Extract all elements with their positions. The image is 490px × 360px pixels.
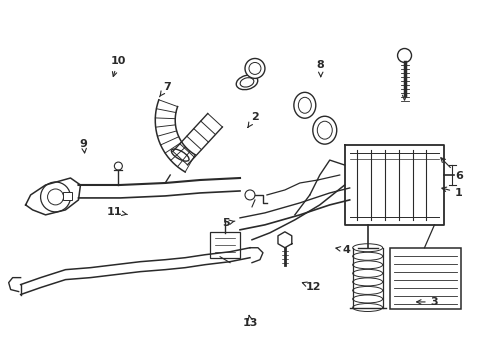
Ellipse shape xyxy=(353,295,383,303)
Ellipse shape xyxy=(353,269,383,277)
Ellipse shape xyxy=(353,244,383,252)
Ellipse shape xyxy=(353,303,383,311)
Circle shape xyxy=(114,162,122,170)
FancyBboxPatch shape xyxy=(210,232,240,258)
Text: 4: 4 xyxy=(336,245,351,255)
Circle shape xyxy=(245,58,265,78)
Ellipse shape xyxy=(353,261,383,269)
Ellipse shape xyxy=(353,252,383,260)
Text: 7: 7 xyxy=(160,82,171,97)
Text: 6: 6 xyxy=(441,158,463,181)
Ellipse shape xyxy=(236,75,258,90)
Ellipse shape xyxy=(318,121,332,139)
Text: 5: 5 xyxy=(222,218,235,228)
Ellipse shape xyxy=(172,149,189,161)
Ellipse shape xyxy=(298,97,311,113)
Text: 11: 11 xyxy=(106,207,127,217)
Text: 13: 13 xyxy=(243,315,259,328)
Text: 12: 12 xyxy=(302,282,321,292)
Circle shape xyxy=(245,190,255,200)
Ellipse shape xyxy=(240,78,254,87)
Ellipse shape xyxy=(353,287,383,294)
Text: 9: 9 xyxy=(80,139,88,153)
Text: 3: 3 xyxy=(416,297,438,307)
Bar xyxy=(63,192,73,200)
Text: 2: 2 xyxy=(248,112,259,127)
Ellipse shape xyxy=(353,278,383,286)
FancyBboxPatch shape xyxy=(390,248,462,310)
Circle shape xyxy=(41,182,71,212)
Circle shape xyxy=(249,62,261,75)
Circle shape xyxy=(48,189,64,205)
Ellipse shape xyxy=(313,116,337,144)
Text: 1: 1 xyxy=(442,187,463,198)
Circle shape xyxy=(397,49,412,62)
Text: 8: 8 xyxy=(317,60,324,77)
Text: 10: 10 xyxy=(110,56,125,76)
Ellipse shape xyxy=(294,92,316,118)
